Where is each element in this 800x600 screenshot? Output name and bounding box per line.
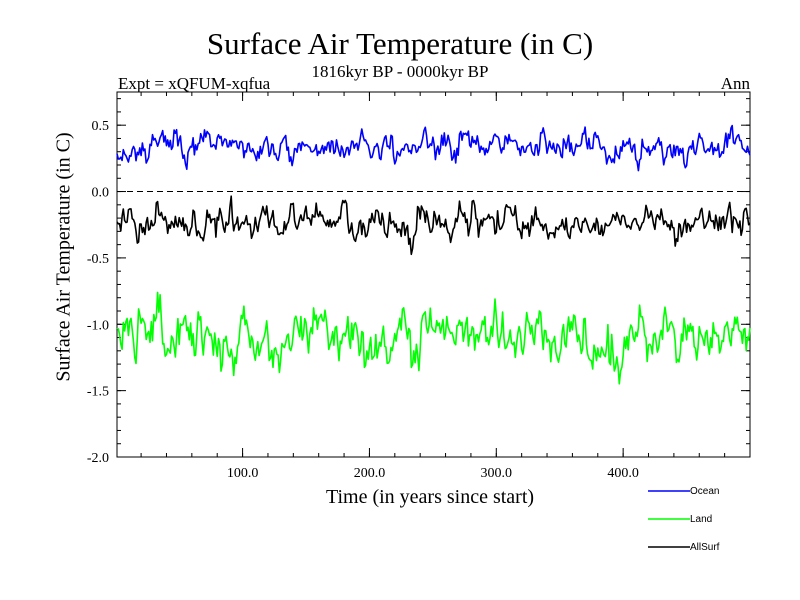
- x-tick-label: 400.0: [607, 466, 639, 481]
- land-line: [116, 291, 751, 385]
- chart-subtitle: 1816kyr BP - 0000kyr BP: [311, 62, 489, 81]
- allsurf-line: [116, 195, 751, 256]
- y-tick-label: -2.0: [87, 451, 109, 466]
- ocean-line: [116, 124, 751, 172]
- legend-label-land: Land: [690, 514, 713, 525]
- chart-title: Surface Air Temperature (in C): [206, 26, 594, 61]
- y-tick-label: 0.5: [92, 119, 110, 134]
- season-label: Ann: [720, 74, 750, 93]
- x-tick-label: 100.0: [227, 466, 259, 481]
- x-tick-label: 300.0: [481, 466, 513, 481]
- y-tick-label: -0.5: [87, 252, 109, 267]
- legend-label-allsurf: AllSurf: [690, 542, 720, 553]
- legend-label-ocean: Ocean: [690, 486, 720, 497]
- y-tick-label: 0.0: [92, 186, 110, 201]
- x-axis-label: Time (in years since start): [325, 486, 535, 508]
- plot-frame: [116, 91, 751, 458]
- y-tick-label: -1.5: [87, 385, 109, 400]
- y-tick-label: -1.0: [87, 318, 109, 333]
- experiment-label: Expt = xQFUM-xqfua: [118, 74, 271, 93]
- x-tick-label: 200.0: [354, 466, 386, 481]
